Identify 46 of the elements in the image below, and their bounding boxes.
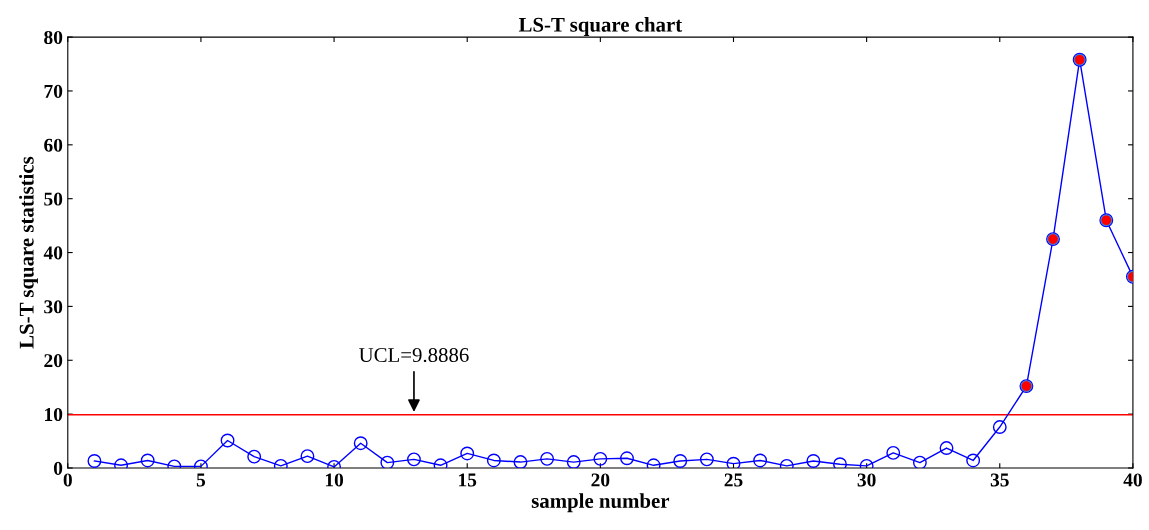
y-tick-label: 10 xyxy=(45,407,63,422)
x-tick-label: 30 xyxy=(857,473,876,487)
point xyxy=(699,452,714,467)
point xyxy=(220,433,235,448)
y-tick-label: 50 xyxy=(44,192,63,206)
x-tick-label: 10 xyxy=(325,473,344,487)
point xyxy=(87,454,102,468)
x-tick-label: 35 xyxy=(990,473,1009,487)
point xyxy=(726,456,741,468)
point xyxy=(300,449,315,464)
x-axis-title: sample number xyxy=(531,493,670,513)
point xyxy=(966,453,981,468)
point xyxy=(407,452,421,467)
y-tick-label: 40 xyxy=(43,246,63,260)
y-axis-title: LS-T square statistics xyxy=(19,156,38,349)
x-tick-label: 0 xyxy=(63,473,72,487)
point xyxy=(460,446,475,461)
point xyxy=(939,441,954,456)
y-tick-label: 60 xyxy=(44,138,63,152)
point xyxy=(992,420,1007,435)
point xyxy=(833,457,847,468)
x-tick-label: 15 xyxy=(459,473,477,487)
y-tick-label: 0 xyxy=(53,461,63,475)
x-tick-label: 40 xyxy=(1123,473,1142,487)
y-tick-label: 80 xyxy=(44,30,63,45)
point xyxy=(806,454,821,468)
point xyxy=(620,451,634,466)
point xyxy=(886,445,901,460)
point xyxy=(140,453,155,468)
point xyxy=(353,436,368,451)
point xyxy=(593,451,608,466)
point xyxy=(486,453,501,468)
y-tick-label: 20 xyxy=(44,354,63,368)
point xyxy=(753,453,768,468)
point xyxy=(247,449,262,464)
point xyxy=(566,455,581,468)
point xyxy=(673,454,688,468)
x-tick-label: 20 xyxy=(591,473,610,487)
y-tick-label: 30 xyxy=(44,300,63,314)
chart-title: LS-T square chart xyxy=(518,17,683,36)
y-tick-label: 70 xyxy=(44,84,63,98)
annotation: UCL=9.8886 xyxy=(359,347,469,363)
x-tick-label: 25 xyxy=(724,473,743,487)
point xyxy=(540,451,555,466)
x-tick-label: 5 xyxy=(196,473,206,487)
point xyxy=(513,455,528,468)
